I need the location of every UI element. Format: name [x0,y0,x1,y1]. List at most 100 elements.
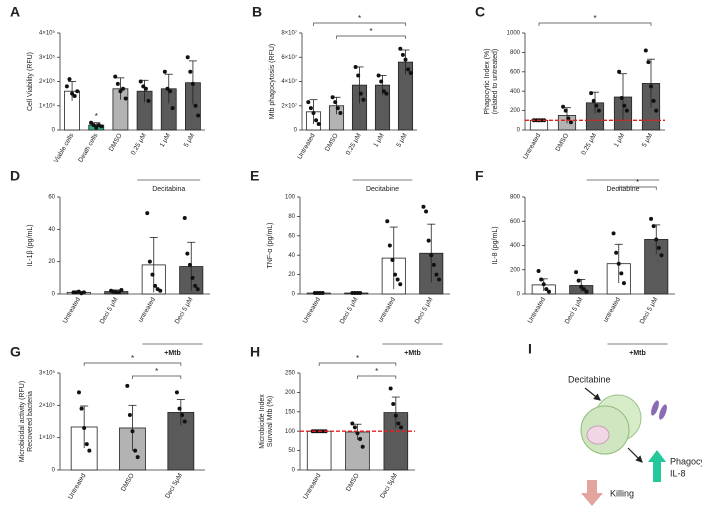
x-tick-label: DMSO [554,132,570,152]
data-point [390,258,395,263]
data-point [130,429,135,434]
y-tick-label: 0 [52,292,56,298]
x-tick-label: Untreated [296,132,317,161]
x-tick-label: 0.25 μM [580,132,598,156]
data-point [141,84,146,89]
data-point [91,123,96,128]
panel: E TNF-α (pg/mL) 0 20 40 60 80 100 Untreated Deci … [250,168,450,357]
data-point [182,419,187,424]
y-tick-label: 0 [52,128,56,134]
data-point [624,108,629,113]
x-tick-label: 5 μM [641,132,654,148]
significance-bracket [336,35,406,39]
y-axis-label: Phagocytic Index (%) [484,48,491,114]
bar [306,430,332,471]
bacterium [659,404,667,420]
x-tick-label: 1 μM [372,132,385,148]
y-tick-label: 400 [510,89,521,95]
data-point [333,100,338,105]
data-point [82,425,87,430]
x-tick-label: 0.25 μM [130,132,148,156]
x-tick-label: Deci 5 μM [174,296,195,325]
y-tick-label: 20 [288,272,295,278]
y-tick-label: 200 [285,390,296,396]
panel: F IL-8 (pg/mL) 0 200 400 600 800 Untreated Deci … [475,168,675,357]
y-tick-label: 60 [288,233,295,239]
data-point [89,120,94,125]
y-tick-label: 2×10⁵ [39,402,56,409]
data-point [153,283,158,288]
data-point [338,111,343,116]
panel-letter: G [10,344,21,360]
data-point [308,106,313,111]
data-point [353,64,358,69]
x-tick-label: untreated [137,296,157,324]
data-point [656,245,661,250]
data-point [118,89,123,94]
data-point [426,238,431,243]
x-tick-label: untreated [602,296,622,324]
x-tick-label: 0.25 μM [345,132,363,156]
data-point [619,95,624,100]
data-point [539,277,544,282]
data-point [123,96,128,101]
data-point [621,281,626,286]
data-point [316,121,321,126]
data-point [70,91,75,96]
data-point [544,287,549,292]
arrow [627,447,643,463]
data-point [306,100,311,105]
y-axis-label: Survival Mtb (%) [267,396,274,447]
data-point [330,95,335,100]
significance-bracket [318,362,397,366]
group-label: +Mtb [629,350,646,357]
data-point [591,98,596,103]
data-point [391,402,396,407]
down-label: Killing [610,488,634,498]
significance: * [155,367,158,376]
y-tick-label: 100 [285,195,296,201]
x-tick-label: 5 μM [395,132,408,148]
y-tick-label: 40 [288,253,295,259]
data-point [352,425,357,430]
y-tick-label: 1×10⁵ [39,434,56,441]
panel: H Microbicide Index Survival Mtb (%) 0 50 100… [250,344,415,501]
data-point [94,125,99,130]
data-point [99,124,104,129]
data-point [335,106,340,111]
y-axis-label: Mtb phagocytosis (RFU) [269,44,276,119]
panel: A Cell Viability (RFU) 0 1×10⁵ 2×10⁵ 3×10⁵ 4×1… [10,4,205,193]
y-axis-label: Microbicidal activity (RFU) [19,381,26,462]
data-point [121,86,126,91]
data-point [566,116,571,121]
data-point [193,283,198,288]
data-point [158,288,163,293]
significance: * [593,14,596,23]
y-axis-label: IL-1β (pg/mL) [27,224,34,266]
x-tick-label: Untreated [302,472,323,501]
x-tick-label: Deci 5μM [164,472,184,499]
y-tick-label: 3×10⁵ [39,54,56,61]
data-point [399,425,404,430]
y-axis-label: (related to untreated) [492,49,499,114]
error-bar [176,399,185,426]
data-point [589,91,594,96]
data-point [431,262,436,267]
data-point [643,48,648,53]
data-point [361,97,366,102]
group-label: +Mtb [404,350,421,357]
y-tick-label: 80 [288,214,295,220]
data-point [429,253,434,258]
x-tick-label: Deci 5μM [379,472,399,499]
data-point [568,120,573,125]
y-tick-label: 200 [510,267,521,273]
significance: * [375,367,378,376]
data-point [314,118,319,123]
x-tick-label: DMSO [345,472,361,492]
data-point [408,71,413,76]
data-point [84,442,89,447]
significance-bracket [83,362,182,366]
data-point [434,272,439,277]
data-point [185,55,190,60]
